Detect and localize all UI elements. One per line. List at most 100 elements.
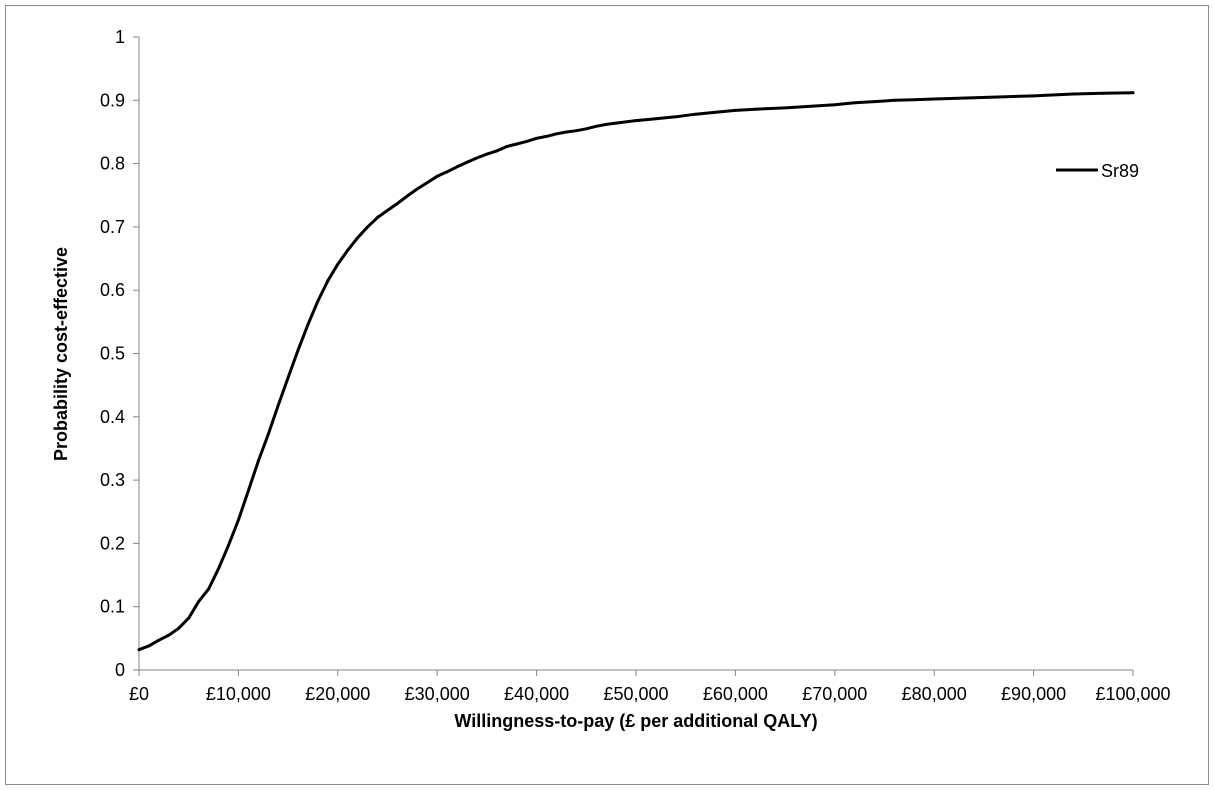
data-point <box>813 104 817 108</box>
x-tick-label: £20,000 <box>305 684 370 704</box>
data-point <box>1012 95 1016 98</box>
data-point <box>217 567 220 571</box>
y-tick-label: 0.5 <box>100 344 125 364</box>
data-point <box>167 633 171 637</box>
y-tick-label: 0.9 <box>100 90 125 110</box>
data-point <box>147 644 151 648</box>
data-point <box>893 98 896 102</box>
x-tick-label: £0 <box>129 684 149 704</box>
data-point <box>753 107 757 111</box>
data-point <box>306 322 310 326</box>
data-point <box>475 156 479 160</box>
y-tick-label: 0.6 <box>100 280 125 300</box>
data-point <box>256 459 260 463</box>
data-point <box>326 279 330 283</box>
data-point <box>415 187 419 191</box>
data-point <box>714 110 717 114</box>
data-point <box>465 160 469 164</box>
data-point <box>674 115 678 119</box>
x-tick-label: £30,000 <box>405 684 470 704</box>
data-point <box>276 404 280 407</box>
data-point <box>1131 91 1135 95</box>
y-axis-title: Probability cost-effective <box>51 247 71 461</box>
data-point <box>912 98 916 102</box>
data-point <box>336 262 340 266</box>
legend-label-sr89: Sr89 <box>1101 161 1139 181</box>
data-point <box>654 117 658 121</box>
data-point <box>505 145 509 148</box>
x-axis: £0 £10,000 £20,000 £30,000 £40,000 £50,000 £60… <box>129 669 1171 704</box>
data-point <box>435 174 439 178</box>
data-point <box>376 216 379 219</box>
x-tick-label: £70,000 <box>802 684 867 704</box>
data-point <box>405 194 409 198</box>
data-point <box>425 181 429 184</box>
data-point <box>445 170 449 174</box>
y-tick-label: 0.4 <box>100 407 125 427</box>
data-point <box>833 103 837 107</box>
data-point <box>574 129 578 133</box>
data-point <box>197 600 201 604</box>
data-point <box>207 587 210 591</box>
data-point <box>366 225 370 229</box>
data-point <box>396 202 399 205</box>
data-point <box>266 433 270 436</box>
y-tick-label: 1 <box>115 27 125 47</box>
data-point <box>932 97 936 101</box>
data-point <box>535 136 538 140</box>
y-tick-label: 0.1 <box>100 597 125 617</box>
x-tick-label: £10,000 <box>206 684 271 704</box>
data-point <box>972 96 976 100</box>
data-point <box>346 248 350 252</box>
x-tick-label: £60,000 <box>703 684 768 704</box>
data-point <box>694 112 698 116</box>
x-axis-title: Willingness-to-pay (£ per additional QAL… <box>454 711 817 731</box>
data-point <box>873 100 876 103</box>
data-point <box>1101 91 1105 95</box>
data-point <box>495 149 499 153</box>
data-point <box>614 121 618 125</box>
data-point <box>1071 92 1075 96</box>
series-line-sr89 <box>137 91 1135 652</box>
data-point <box>525 140 529 143</box>
data-point <box>584 127 588 131</box>
legend: Sr89 <box>1056 161 1139 181</box>
data-point <box>356 236 360 240</box>
y-axis: 0 0.1 0.2 0.3 0.4 0.5 0.6 0.7 0.8 0.9 1 <box>100 27 140 680</box>
x-tick-label: £50,000 <box>603 684 668 704</box>
data-point <box>734 109 737 112</box>
data-point <box>386 209 389 212</box>
data-point <box>634 119 638 122</box>
data-point <box>624 120 628 124</box>
chart-area <box>5 5 1209 785</box>
data-point <box>187 616 191 620</box>
data-point <box>515 142 519 146</box>
data-point <box>227 543 230 547</box>
data-point <box>783 106 787 110</box>
data-point <box>157 638 161 642</box>
data-point <box>316 299 320 303</box>
data-point <box>555 132 558 136</box>
y-tick-label: 0.2 <box>100 533 125 553</box>
data-point <box>594 124 598 128</box>
y-tick-label: 0.3 <box>100 470 125 490</box>
data-point <box>853 101 857 105</box>
data-point <box>237 518 240 522</box>
data-point <box>246 489 250 493</box>
data-point <box>1032 94 1035 98</box>
data-point <box>296 348 300 352</box>
data-point <box>177 626 181 630</box>
x-tick-label: £90,000 <box>1001 684 1066 704</box>
x-tick-label: £40,000 <box>504 684 569 704</box>
data-point <box>137 648 141 652</box>
data-point <box>604 122 608 126</box>
y-tick-label: 0 <box>115 660 125 680</box>
y-tick-label: 0.8 <box>100 154 125 174</box>
data-point <box>485 152 489 156</box>
data-point <box>565 130 568 134</box>
data-point <box>455 165 459 169</box>
y-tick-label: 0.7 <box>100 217 125 237</box>
data-point <box>286 376 290 379</box>
x-tick-label: £80,000 <box>902 684 967 704</box>
